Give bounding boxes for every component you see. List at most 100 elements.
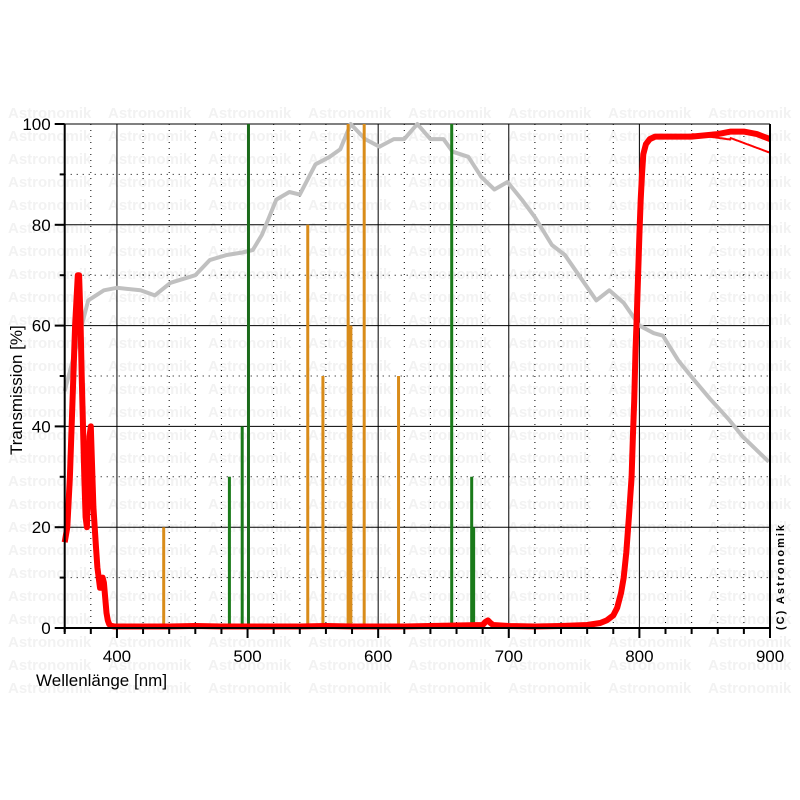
watermark-text: Astronomik — [8, 611, 92, 628]
watermark-text: Astronomik — [508, 105, 592, 122]
watermark-text: Astronomik — [608, 657, 692, 674]
watermark-text: Astronomik — [608, 335, 692, 352]
x-tick-label: 600 — [364, 647, 392, 666]
watermark-text: Astronomik — [108, 565, 192, 582]
watermark-text: Astronomik — [408, 151, 492, 168]
watermark-text: Astronomik — [608, 289, 692, 306]
watermark-text: Astronomik — [208, 450, 292, 467]
watermark-text: Astronomik — [208, 404, 292, 421]
watermark-text: Astronomik — [8, 105, 92, 122]
watermark-text: Astronomik — [408, 128, 492, 145]
watermark-text: Astronomik — [308, 243, 392, 260]
major-grid — [64, 123, 771, 629]
watermark-text: Astronomik — [8, 657, 92, 674]
watermark-text: Astronomik — [408, 197, 492, 214]
watermark-text: Astronomik — [708, 266, 792, 283]
watermark-text: Astronomik — [208, 634, 292, 651]
watermark-text: Astronomik — [208, 358, 292, 375]
watermark-text: Astronomik — [408, 381, 492, 398]
watermark-text: Astronomik — [108, 197, 192, 214]
watermark-text: Astronomik — [408, 358, 492, 375]
watermark-text: Astronomik — [708, 174, 792, 191]
watermark-text: Astronomik — [708, 496, 792, 513]
watermark-text: Astronomik — [508, 657, 592, 674]
watermark-text: Astronomik — [108, 358, 192, 375]
watermark-text: Astronomik — [408, 588, 492, 605]
watermark-text: Astronomik — [208, 105, 292, 122]
y-tick-label: 40 — [32, 417, 51, 436]
watermark-text: Astronomik — [408, 496, 492, 513]
watermark-text: Astronomik — [608, 450, 692, 467]
x-tick-label: 900 — [756, 647, 784, 666]
y-tick-label: 80 — [32, 216, 51, 235]
y-tick-label: 20 — [32, 518, 51, 537]
watermark-text: Astronomik — [308, 312, 392, 329]
axes — [54, 123, 771, 638]
watermark-text: Astronomik — [208, 496, 292, 513]
watermark-text: Astronomik — [508, 404, 592, 421]
watermark-text: Astronomik — [108, 542, 192, 559]
y-tick-label: 0 — [41, 619, 50, 638]
filter-noise — [691, 133, 770, 154]
watermark-text: Astronomik — [108, 243, 192, 260]
watermark-text: Astronomik — [8, 542, 92, 559]
watermark-text: Astronomik — [408, 657, 492, 674]
filter-line — [61, 128, 772, 630]
watermark-text: Astronomik — [8, 197, 92, 214]
y-tick-labels: 0 20 40 60 80 100 — [22, 115, 50, 638]
watermark-text: Astronomik — [208, 312, 292, 329]
watermark-text: Astronomik — [208, 381, 292, 398]
watermark-text: Astronomik — [108, 381, 192, 398]
x-tick-label: 700 — [495, 647, 523, 666]
watermark-text: Astronomik — [508, 496, 592, 513]
watermark-text: Astronomik — [408, 450, 492, 467]
watermark-text: Astronomik — [8, 335, 92, 352]
watermark-text: Astronomik — [508, 335, 592, 352]
watermark-text: Astronomik — [208, 588, 292, 605]
watermark-text: Astronomik — [608, 243, 692, 260]
copyright-label: (C) Astronomik — [775, 523, 787, 630]
x-axis-title: Wellenlänge [nm] — [36, 671, 167, 690]
watermark-text: Astronomik — [508, 542, 592, 559]
watermark-text: Astronomik — [508, 174, 592, 191]
watermark-text: Astronomik — [8, 588, 92, 605]
watermark-text: Astronomik — [408, 312, 492, 329]
watermark-text: Astronomik — [508, 220, 592, 237]
watermark-text: Astronomik — [608, 634, 692, 651]
watermark-text: Astronomik — [508, 680, 592, 697]
x-tick-label: 500 — [233, 647, 261, 666]
watermark-text: Astronomik — [408, 473, 492, 490]
watermark-text: Astronomik — [108, 473, 192, 490]
watermark-text: Astronomik — [408, 220, 492, 237]
watermark-text: Astronomik — [108, 174, 192, 191]
watermark-text: Astronomik — [608, 473, 692, 490]
watermark-text: Astronomik — [308, 266, 392, 283]
watermark-text: Astronomik — [508, 634, 592, 651]
watermark-text: Astronomik — [108, 128, 192, 145]
watermark-text: Astronomik — [608, 105, 692, 122]
watermark-text: Astronomik — [308, 197, 392, 214]
reference-curve — [62, 122, 771, 464]
watermark-text: Astronomik — [108, 588, 192, 605]
watermark-text: Astronomik — [608, 266, 692, 283]
y-axis-title: Transmission [%] — [7, 325, 26, 455]
watermark-text: Astronomik — [408, 105, 492, 122]
watermark-text: Astronomik — [608, 542, 692, 559]
watermark-text: Astronomik — [208, 657, 292, 674]
watermark-text: Astronomik — [608, 588, 692, 605]
watermark-text: Astronomik — [608, 220, 692, 237]
watermark-text: Astronomik — [708, 289, 792, 306]
watermark-text: Astronomik — [108, 105, 192, 122]
watermark-text: Astronomik — [508, 151, 592, 168]
watermark-text: Astronomik — [108, 680, 192, 697]
watermark-text: Astronomik — [8, 220, 92, 237]
watermark-text: Astronomik — [108, 404, 192, 421]
x-tick-labels: 400 500 600 700 800 900 — [103, 647, 784, 666]
watermark-text: Astronomik — [108, 289, 192, 306]
watermark-text: Astronomik — [508, 450, 592, 467]
watermark-text: Astronomik — [208, 542, 292, 559]
y-tick-label: 100 — [22, 115, 50, 134]
watermark-text: Astronomik — [208, 335, 292, 352]
watermark-text: Astronomik — [108, 427, 192, 444]
watermark-text: Astronomik — [708, 381, 792, 398]
